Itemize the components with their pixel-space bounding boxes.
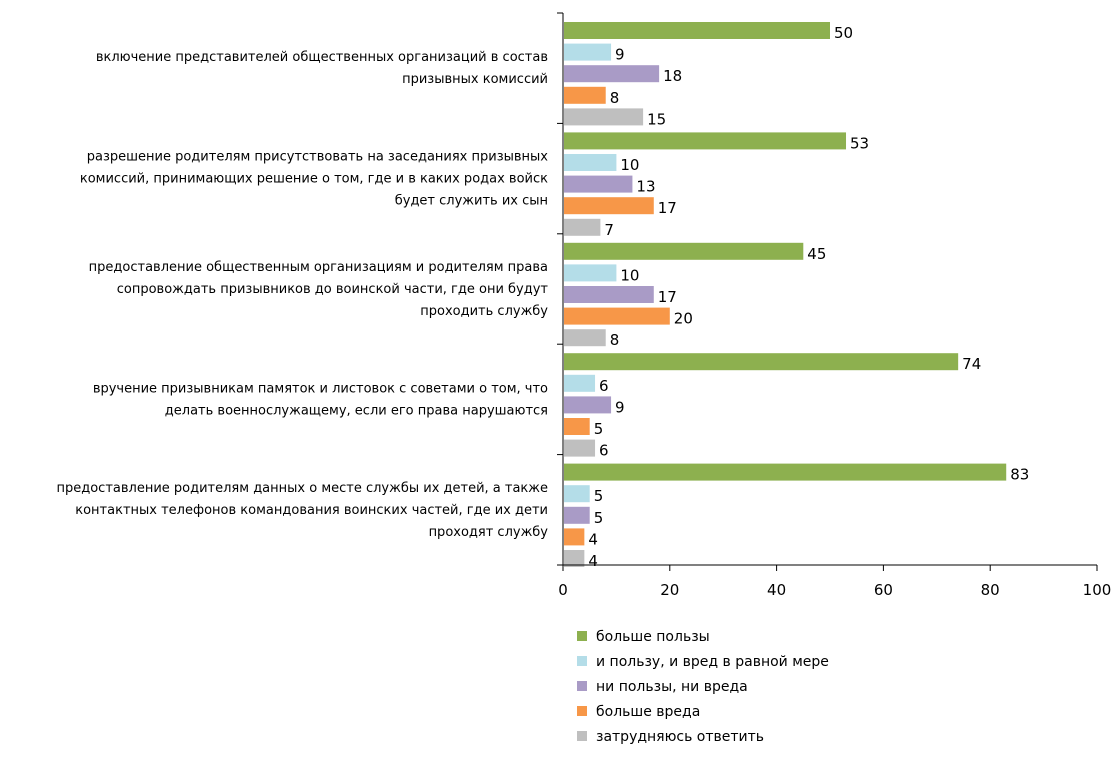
bar [564,418,590,435]
legend-label: затрудняюсь ответить [596,729,764,745]
bar [564,108,644,126]
value-label: 20 [674,310,693,328]
value-label: 5 [594,487,604,505]
value-label: 8 [610,89,620,107]
category-label-line: включение представителей общественных ор… [96,50,548,65]
category-label: разрешение родителям присутствовать на з… [80,150,548,209]
value-label: 4 [588,530,598,548]
category-label: включение представителей общественных ор… [96,50,548,87]
category-label-line: предоставление родителям данных о месте … [56,481,548,496]
value-label: 83 [1010,466,1029,484]
value-label: 4 [588,552,598,570]
category-label-line: делать военнослужащему, если его права н… [165,403,548,418]
category-label-line: комиссий, принимающих решение о том, где… [80,172,548,187]
legend-swatch [577,731,587,741]
category-label-line: проходить службу [420,304,548,319]
legend-swatch [577,681,587,691]
value-label: 6 [599,442,609,460]
category-label: предоставление общественным организациям… [89,260,549,319]
category-label: предоставление родителям данных о месте … [56,481,548,540]
category-label-line: сопровождать призывников до воинской час… [117,282,549,297]
bar [564,22,830,39]
category-label-line: будет служить их сын [395,194,548,209]
value-label: 13 [636,178,655,196]
category-label-line: предоставление общественным организациям… [89,260,548,275]
bar [564,86,606,104]
bar [564,485,590,503]
category-label-line: разрешение родителям присутствовать на з… [87,150,549,165]
legend-label: больше вреда [596,704,700,720]
bar [564,506,590,524]
legend-label: и пользу, и вред в равной мере [596,654,829,670]
legend: больше пользы и пользу, и вред в равной м… [577,629,829,745]
value-label: 8 [610,331,620,349]
value-label: 7 [604,221,614,239]
bar [564,550,585,567]
category-label: вручение призывникам памяток и листовок … [93,381,548,418]
value-label: 5 [594,509,604,527]
value-label: 17 [658,288,677,306]
category-label-line: проходят службу [429,525,549,540]
bar [564,528,585,546]
bar [564,242,804,260]
legend-swatch [577,631,587,641]
bar [564,132,847,150]
y-axis-ticks [557,12,563,566]
bar [564,439,596,457]
value-label: 17 [658,199,677,217]
bar [564,329,606,347]
x-tick-label: 80 [981,581,1000,599]
bar [564,286,654,303]
value-label: 53 [850,134,869,152]
value-label: 50 [834,24,853,42]
x-tick-label: 100 [1083,581,1112,599]
bar [564,264,617,282]
x-tick-label: 40 [767,581,786,599]
value-label: 18 [663,67,682,85]
bar [564,43,612,61]
bar [564,197,654,215]
bar [564,175,633,193]
value-label: 9 [615,398,625,416]
x-tick-label: 20 [660,581,679,599]
bars [564,22,1007,567]
x-axis-ticks: 0 20 40 60 80 100 [558,565,1111,599]
x-tick-label: 60 [874,581,893,599]
bar [564,353,959,371]
bar [564,154,617,171]
value-label: 15 [647,110,666,128]
bar [564,307,670,325]
value-label: 6 [599,377,609,395]
legend-swatch [577,706,587,716]
value-label: 74 [962,355,981,373]
category-labels: включение представителей общественных ор… [56,50,548,540]
legend-label: ни пользы, ни вреда [596,679,748,695]
axes [562,13,1097,566]
legend-swatch [577,656,587,666]
bar [564,65,660,83]
category-label-line: контактных телефонов командования воинск… [75,503,548,518]
legend-label: больше пользы [596,629,710,645]
category-label-line: призывных комиссий [402,72,548,87]
value-label: 9 [615,46,625,64]
bar [564,396,612,414]
category-label-line: вручение призывникам памяток и листовок … [93,381,548,396]
bar [564,218,601,236]
value-label: 5 [594,420,604,438]
bar [564,463,1007,481]
value-label: 45 [807,245,826,263]
bar [564,374,596,392]
value-label: 10 [620,266,639,284]
value-label: 10 [620,156,639,174]
x-tick-label: 0 [558,581,568,599]
